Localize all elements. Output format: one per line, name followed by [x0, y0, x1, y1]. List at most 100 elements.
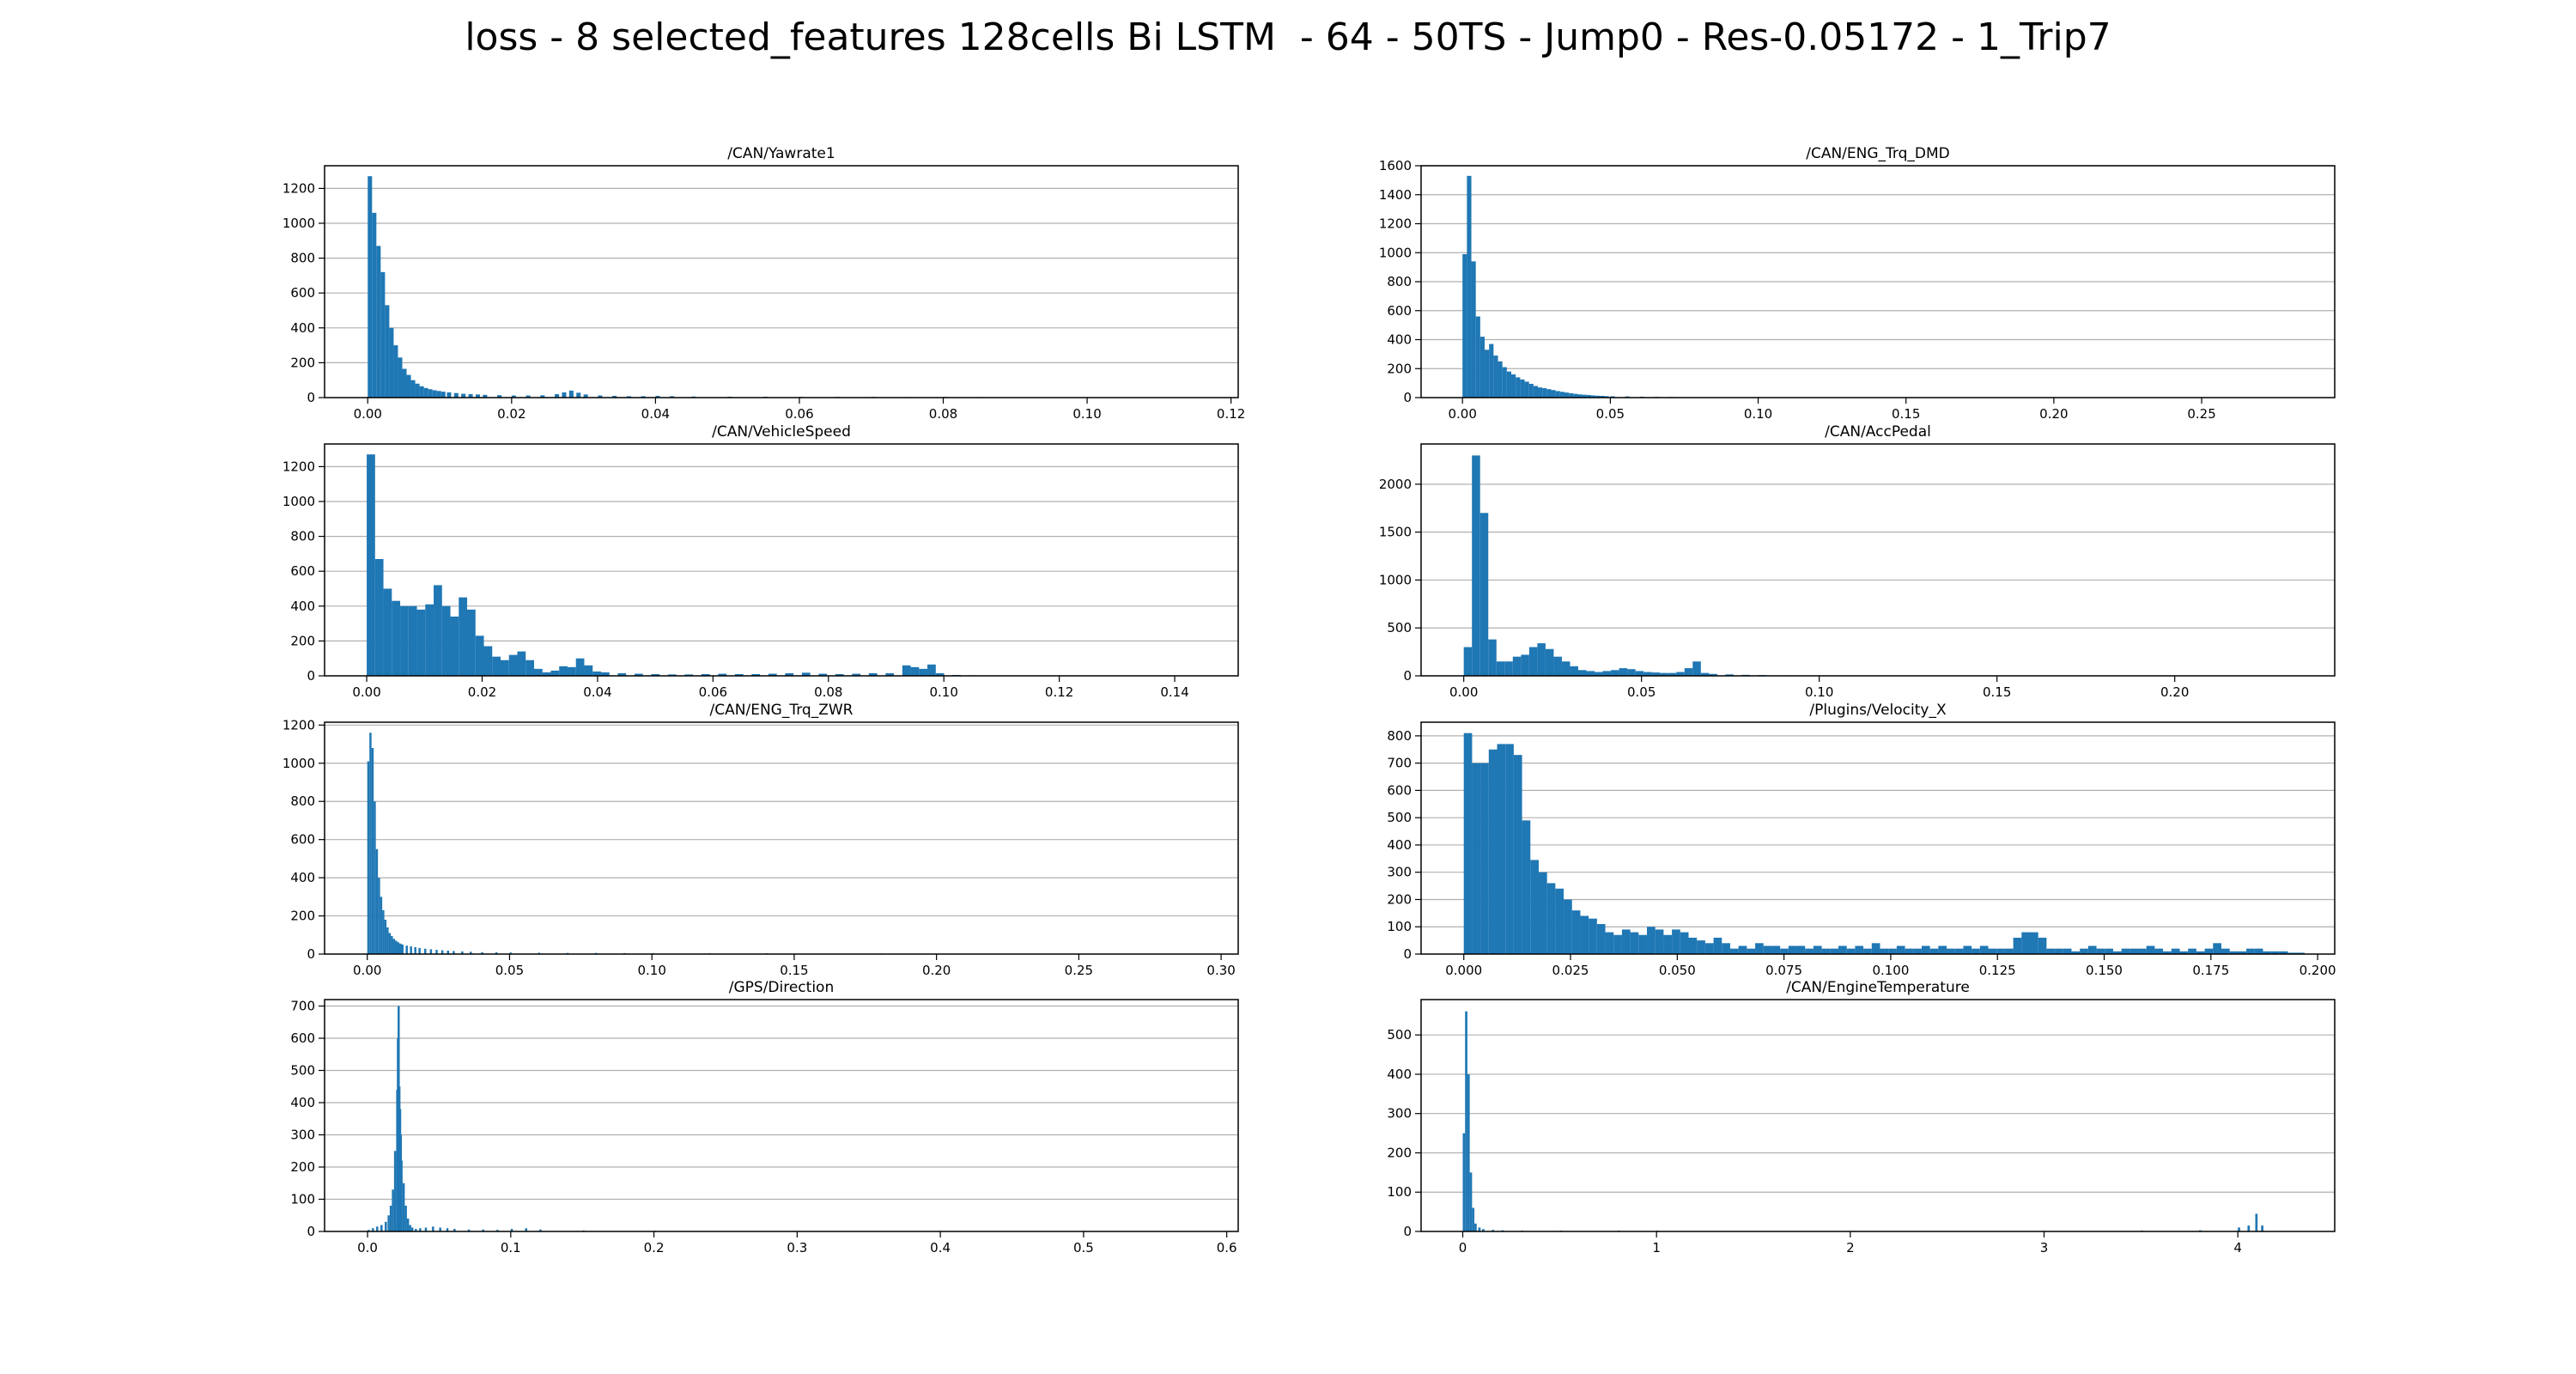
histogram-bar	[1896, 945, 1905, 954]
x-tick-label: 0.6	[1217, 1240, 1237, 1255]
histogram-bar	[567, 666, 576, 676]
panel-title: /CAN/EngineTemperature	[1786, 979, 1970, 996]
histogram-bar	[1668, 672, 1677, 676]
histogram-bar	[2138, 948, 2147, 954]
histogram-bar	[372, 1228, 374, 1231]
histogram-bar	[768, 673, 777, 676]
histogram-bar	[1590, 395, 1596, 398]
histogram-bar	[818, 673, 828, 676]
y-tick-label: 100	[290, 1192, 315, 1207]
histogram-bar	[385, 305, 390, 398]
histogram-bar	[910, 666, 920, 676]
histogram-bar	[386, 927, 389, 954]
histogram-bar	[2021, 932, 2031, 954]
y-tick-label: 0	[1403, 1224, 1412, 1239]
histogram-bar	[1595, 672, 1603, 676]
x-tick-label: 0.02	[497, 406, 526, 422]
histogram-bar	[397, 942, 400, 954]
histogram-bar	[1555, 391, 1560, 398]
histogram-bar	[526, 660, 534, 676]
histogram-bar	[2129, 948, 2139, 954]
histogram-bar	[1511, 374, 1516, 398]
histogram-bar	[2112, 951, 2122, 954]
histogram-bar	[2296, 952, 2305, 954]
histogram-bar	[1600, 395, 1605, 398]
histogram-bar	[568, 390, 574, 398]
histogram-bar	[2063, 948, 2072, 954]
histogram-bar	[2171, 948, 2180, 954]
x-tick-label: 0.02	[468, 684, 496, 700]
histogram-bar	[440, 392, 446, 398]
histogram-bar	[378, 878, 380, 954]
histogram-bar	[409, 1225, 411, 1231]
axes-frame	[1420, 443, 2336, 677]
histogram-bar	[376, 1226, 379, 1231]
histogram-bar	[496, 1230, 499, 1231]
histogram-bar	[1538, 872, 1547, 954]
histogram-bar	[1755, 943, 1764, 954]
y-tick-label: 400	[290, 870, 315, 885]
histogram-bar	[1546, 883, 1556, 954]
histogram-bar	[402, 368, 407, 398]
panel-title: /CAN/AccPedal	[1825, 423, 1931, 441]
y-tick-label: 400	[290, 320, 315, 336]
histogram-bar	[1619, 668, 1628, 676]
histogram-bar	[1496, 661, 1505, 676]
histogram-bar	[2287, 952, 2297, 954]
histogram-bar	[542, 672, 551, 676]
x-tick-label: 0.15	[1892, 406, 1920, 422]
x-tick-label: 0.025	[1552, 963, 1589, 978]
histogram-bar	[461, 951, 464, 954]
x-tick-label: 0.06	[785, 406, 813, 422]
histogram-bar	[583, 394, 588, 398]
histogram-bar	[1474, 1223, 1477, 1231]
histogram-bar	[376, 246, 381, 398]
x-tick-label: 0.25	[1065, 963, 1093, 978]
histogram-bar	[1988, 948, 1997, 954]
axes-frame	[324, 443, 1239, 677]
histogram-bar	[525, 1228, 527, 1231]
x-tick-label: 0.10	[930, 684, 958, 700]
histogram-bar	[1725, 674, 1734, 676]
histogram-bar	[2105, 948, 2113, 954]
histogram-bar	[718, 673, 727, 676]
histogram-bar	[538, 952, 541, 954]
histogram-bar	[1610, 396, 1615, 398]
histogram-bar	[701, 673, 710, 676]
y-tick-label: 600	[290, 563, 315, 579]
histogram-bar	[410, 946, 412, 954]
y-tick-label: 100	[1387, 919, 1412, 934]
histogram-bar	[1586, 671, 1595, 676]
histogram-bar	[2221, 948, 2230, 954]
histogram-bar	[1880, 948, 1889, 954]
x-tick-label: 0.100	[1872, 963, 1909, 978]
histogram-bar	[432, 390, 437, 398]
histogram-bar	[1489, 344, 1494, 398]
x-tick-label: 0.20	[922, 963, 951, 978]
histogram-bar	[1963, 945, 1972, 954]
y-tick-label: 400	[1387, 1067, 1412, 1082]
x-tick-label: 0.00	[352, 684, 380, 700]
histogram-bar	[501, 660, 509, 676]
histogram-bar	[670, 396, 675, 398]
x-tick-label: 0.3	[787, 1240, 807, 1255]
histogram-bar	[2004, 948, 2014, 954]
x-tick-label: 0.000	[1445, 963, 1482, 978]
y-tick-label: 1200	[283, 459, 315, 474]
histogram-bar	[1635, 671, 1644, 676]
histogram-bar	[1465, 1011, 1467, 1231]
histogram-bar	[1947, 948, 1955, 954]
histogram-bar	[2213, 943, 2221, 954]
histogram-bar	[385, 1221, 387, 1231]
histogram-bar	[450, 616, 459, 676]
y-tick-label: 600	[1387, 782, 1412, 798]
y-tick-label: 1000	[283, 756, 315, 771]
histogram-bar	[406, 374, 411, 398]
y-tick-label: 0	[1403, 390, 1412, 405]
histogram-bar	[1580, 915, 1589, 954]
histogram-bar	[641, 396, 646, 398]
histogram-bar	[1647, 927, 1656, 954]
x-tick-label: 0.10	[1072, 406, 1101, 422]
x-tick-label: 0.14	[1160, 684, 1188, 700]
histogram-bar	[1871, 943, 1880, 954]
